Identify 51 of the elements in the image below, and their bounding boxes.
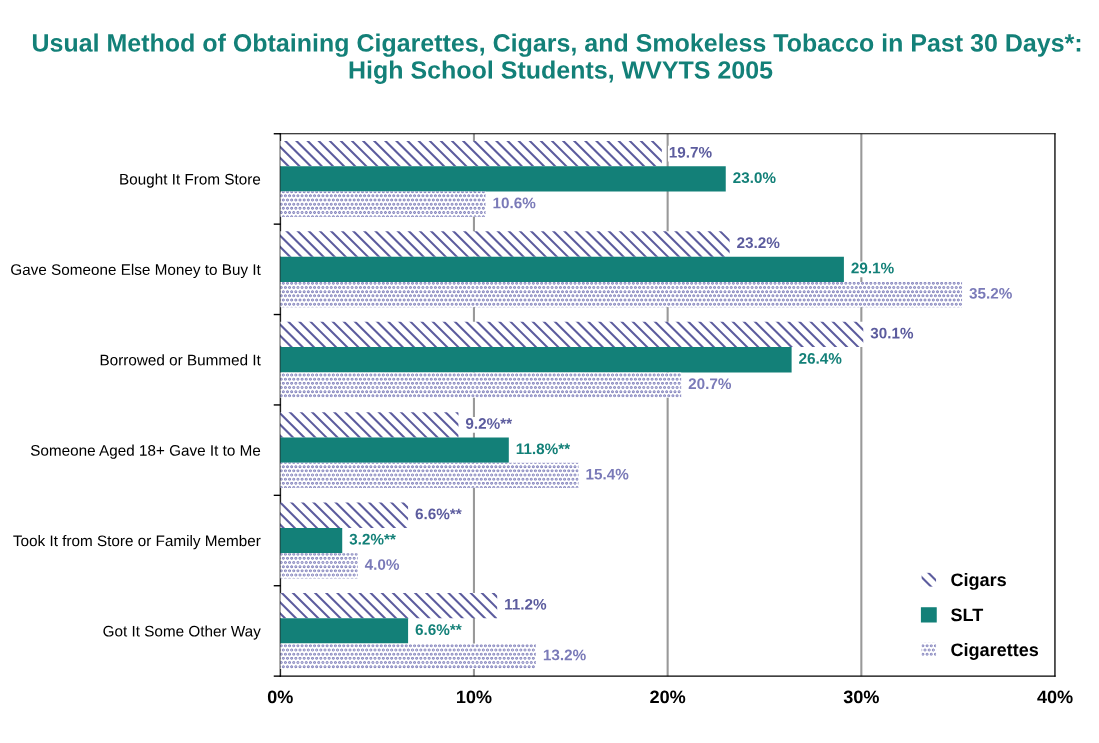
bar (280, 592, 498, 619)
bar (280, 618, 409, 644)
x-tick-label: 10% (457, 690, 492, 704)
data-label: 3.2%** (349, 533, 396, 545)
bar (280, 321, 864, 348)
data-label: 13.2% (543, 649, 586, 661)
bar (280, 231, 730, 257)
y-tick-label: Took It from Store or Family Member (13, 535, 261, 550)
bar (280, 643, 536, 669)
legend-label: SLT (951, 608, 984, 622)
y-tick-label: Gave Someone Else Money to Buy It (11, 263, 261, 279)
data-label: 15.4% (586, 468, 629, 480)
data-label: 9.2%** (465, 418, 513, 429)
bar (280, 281, 963, 308)
data-label: 19.7% (669, 146, 712, 158)
data-label: 10.6% (493, 197, 536, 209)
data-label: 4.0% (364, 559, 400, 570)
x-tick-label: 0% (267, 690, 293, 704)
bar (280, 166, 726, 192)
y-tick-label: Someone Aged 18+ Gave It to Me (30, 444, 261, 459)
x-tick-label: 30% (843, 690, 879, 704)
data-label: 26.4% (799, 353, 842, 364)
data-label: 6.6%** (415, 508, 462, 520)
data-label: 35.2% (969, 287, 1012, 299)
data-label: 30.1% (870, 327, 914, 339)
y-tick-label: Bought It From Store (120, 173, 261, 188)
bar (280, 553, 358, 579)
bar (280, 372, 682, 398)
data-label: 23.2% (737, 237, 780, 249)
bar (280, 437, 509, 463)
data-label: 29.1% (851, 262, 894, 274)
data-label: 20.7% (688, 378, 732, 390)
bar (280, 256, 844, 282)
data-label: 11.2% (505, 598, 547, 610)
bar (280, 462, 579, 489)
legend-label: Cigars (951, 572, 1006, 590)
legend-label: Cigarettes (951, 642, 1039, 660)
y-tick-label: Got It Some Other Way (103, 625, 261, 640)
bar (280, 502, 409, 528)
x-tick-label: 20% (650, 690, 686, 704)
x-tick-label: 40% (1037, 690, 1073, 704)
bar (280, 527, 343, 554)
bar (280, 140, 662, 167)
y-tick-label: Borrowed or Bummed It (100, 354, 261, 366)
data-label: 23.0% (733, 172, 776, 184)
data-label: 6.6%** (415, 624, 462, 636)
bar (280, 191, 486, 217)
data-label: 11.8%** (516, 443, 571, 455)
bar (280, 412, 459, 438)
bar (280, 347, 792, 373)
chart-title: Usual Method of Obtaining Cigarettes, Cigars, and Smokeless Tobacco in Past 30 Days*: High School Students, WVYTS 2005 (32, 33, 1081, 84)
